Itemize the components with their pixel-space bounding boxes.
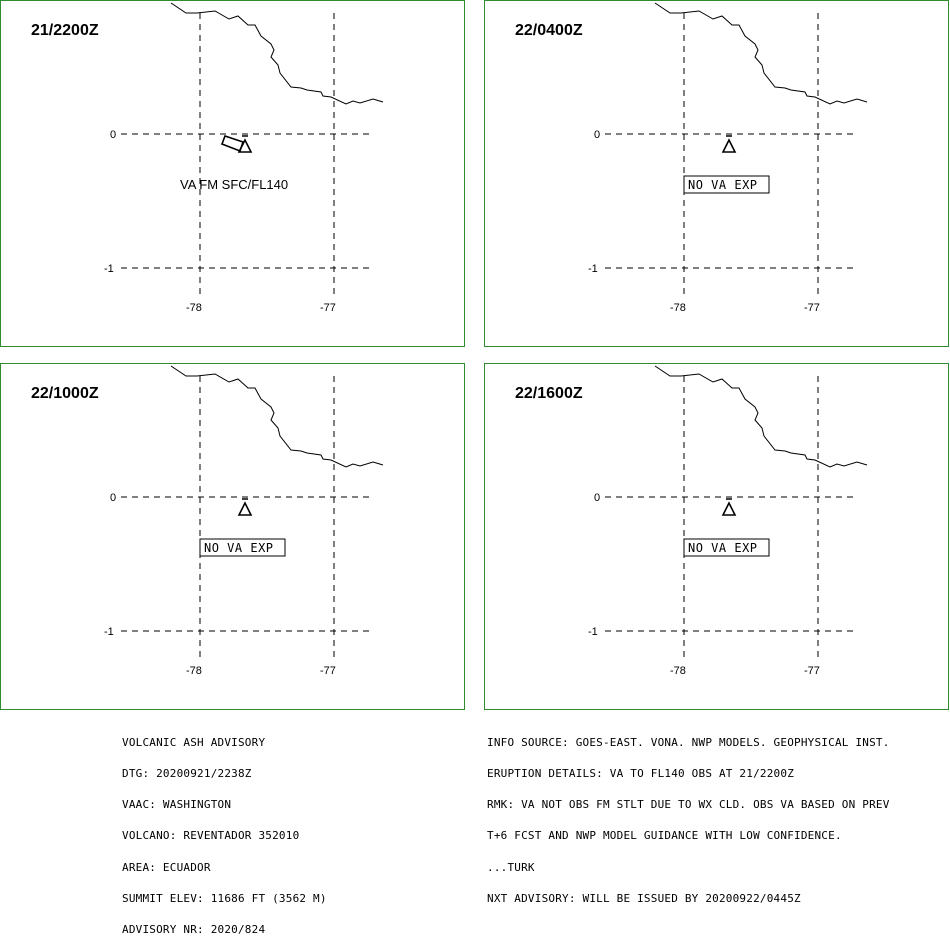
panel-time-label: 22/1000Z xyxy=(31,385,99,402)
advisory-title: VOLCANIC ASH ADVISORY xyxy=(122,735,266,749)
forecast-panel-4: 22/1600Z 0 -1 -78 -77 NO VA EXP xyxy=(484,363,949,710)
map-canvas: 22/0400Z 0 -1 -78 -77 NO VA EXP xyxy=(515,2,868,314)
advisory-eruption-details: ERUPTION DETAILS: VA TO FL140 OBS AT 21/… xyxy=(487,767,795,781)
volcano-triangle-icon xyxy=(237,135,253,153)
forecast-panel-1: 21/2200Z 0 -1 -78 -77 VA FM SFC/FL140 xyxy=(0,0,465,347)
advisory-info-source: INFO SOURCE: GOES-EAST. VONA. NWP MODELS… xyxy=(487,735,890,749)
lon-label-minus77: -77 xyxy=(320,665,336,677)
volcano-triangle-icon xyxy=(721,498,737,516)
lat-label-minus1: -1 xyxy=(588,263,598,275)
coastline xyxy=(654,365,868,468)
no-va-label: NO VA EXP xyxy=(688,178,758,192)
no-va-box xyxy=(683,175,770,194)
panel-time-label: 22/0400Z xyxy=(515,22,583,39)
forecast-panel-3: 22/1000Z 0 -1 -78 -77 NO VA EXP xyxy=(0,363,465,710)
lat-label-0: 0 xyxy=(110,129,116,141)
no-va-label: NO VA EXP xyxy=(688,541,758,555)
lat-label-0: 0 xyxy=(594,129,600,141)
lat-label-0: 0 xyxy=(110,492,116,504)
coastline xyxy=(170,365,384,468)
lon-label-minus78: -78 xyxy=(670,302,686,314)
no-va-box xyxy=(199,538,286,557)
map-canvas: 22/1000Z 0 -1 -78 -77 NO VA EXP xyxy=(31,365,384,677)
volcano-triangle-icon xyxy=(721,135,737,153)
va-level-label: VA FM SFC/FL140 xyxy=(180,177,288,192)
lon-label-minus77: -77 xyxy=(804,665,820,677)
advisory-left-block: VOLCANIC ASH ADVISORY DTG: 20200921/2238… xyxy=(122,717,327,946)
no-va-box xyxy=(683,538,770,557)
advisory-forecaster: ...TURK xyxy=(487,860,535,874)
lon-label-minus77: -77 xyxy=(320,302,336,314)
volcano-triangle-icon xyxy=(237,498,253,516)
coastline xyxy=(170,2,384,105)
advisory-next: NXT ADVISORY: WILL BE ISSUED BY 20200922… xyxy=(487,891,801,905)
panel-time-label: 22/1600Z xyxy=(515,385,583,402)
lat-label-0: 0 xyxy=(594,492,600,504)
advisory-remark-line-2: T+6 FCST AND NWP MODEL GUIDANCE WITH LOW… xyxy=(487,829,842,843)
lon-label-minus77: -77 xyxy=(804,302,820,314)
lat-label-minus1: -1 xyxy=(104,263,114,275)
advisory-area: AREA: ECUADOR xyxy=(122,860,211,874)
advisory-right-block: INFO SOURCE: GOES-EAST. VONA. NWP MODELS… xyxy=(487,717,890,915)
lat-label-minus1: -1 xyxy=(588,626,598,638)
map-canvas: 21/2200Z 0 -1 -78 -77 VA FM SFC/FL140 xyxy=(31,2,384,314)
lon-label-minus78: -78 xyxy=(670,665,686,677)
forecast-panel-2: 22/0400Z 0 -1 -78 -77 NO VA EXP xyxy=(484,0,949,347)
advisory-remark-line-1: RMK: VA NOT OBS FM STLT DUE TO WX CLD. O… xyxy=(487,798,890,812)
coastline xyxy=(654,2,868,105)
advisory-number: ADVISORY NR: 2020/824 xyxy=(122,923,266,937)
advisory-vaac: VAAC: WASHINGTON xyxy=(122,798,232,812)
lon-label-minus78: -78 xyxy=(186,665,202,677)
advisory-volcano: VOLCANO: REVENTADOR 352010 xyxy=(122,829,300,843)
panel-time-label: 21/2200Z xyxy=(31,22,99,39)
advisory-summit-elev: SUMMIT ELEV: 11686 FT (3562 M) xyxy=(122,891,327,905)
lat-label-minus1: -1 xyxy=(104,626,114,638)
lon-label-minus78: -78 xyxy=(186,302,202,314)
advisory-dtg: DTG: 20200921/2238Z xyxy=(122,767,252,781)
map-canvas: 22/1600Z 0 -1 -78 -77 NO VA EXP xyxy=(515,365,868,677)
no-va-label: NO VA EXP xyxy=(204,541,274,555)
